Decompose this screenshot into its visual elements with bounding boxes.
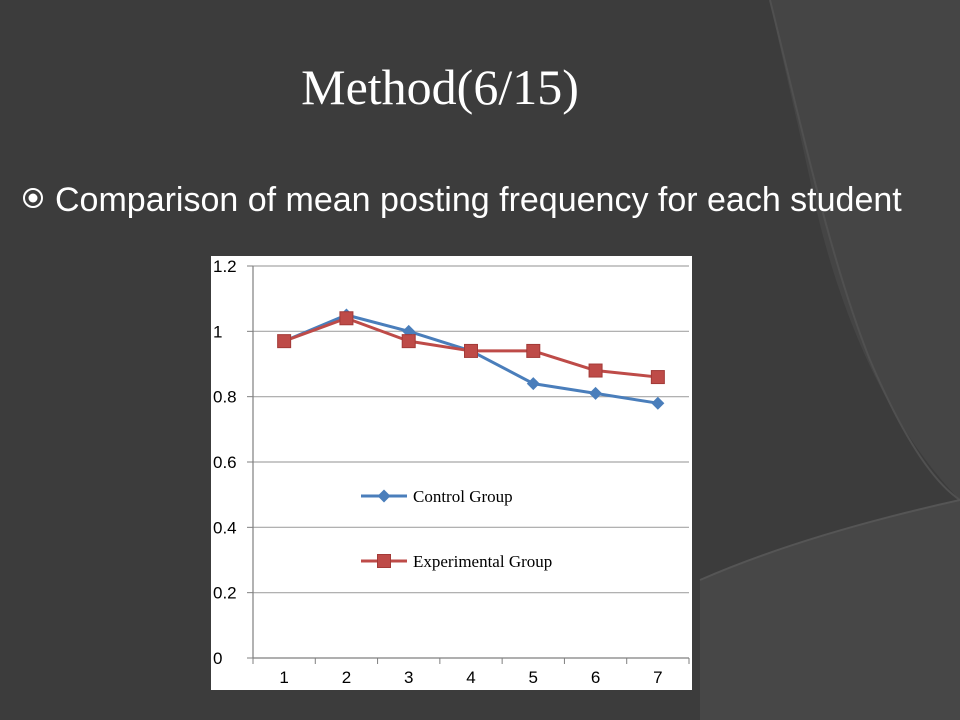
series-line-1 xyxy=(283,313,659,405)
legend-marker xyxy=(377,554,391,568)
x-tick-label: 6 xyxy=(591,668,600,687)
data-point xyxy=(401,334,416,349)
data-point xyxy=(650,370,665,385)
line-chart: 0 0.2 0.4 0.6 0.8 1 1.2 1 2 3 4 5 6 7 Control Group Exp… xyxy=(211,256,692,690)
legend-marker xyxy=(377,489,391,503)
y-tick-label: 1 xyxy=(213,322,222,341)
chart-canvas: 0 0.2 0.4 0.6 0.8 1 1.2 1 2 3 4 5 6 7 Control Group Exp… xyxy=(213,257,690,687)
legend-entry: Control Group xyxy=(413,487,513,506)
data-point xyxy=(526,343,541,358)
y-tick-label: 0 xyxy=(213,649,222,668)
y-tick-label: 1.2 xyxy=(213,257,237,276)
y-tick-label: 0.2 xyxy=(213,584,237,603)
data-point xyxy=(651,396,665,410)
x-tick-label: 5 xyxy=(529,668,538,687)
data-point xyxy=(526,377,540,391)
slide-title: Method(6/15) xyxy=(301,59,579,115)
y-tick-label: 0.8 xyxy=(213,388,237,407)
x-tick-label: 4 xyxy=(466,668,475,687)
circled-dot-icon xyxy=(23,188,43,208)
x-tick-label: 7 xyxy=(653,668,662,687)
x-tick-label: 1 xyxy=(279,668,288,687)
data-point xyxy=(464,343,478,358)
data-point xyxy=(588,363,603,378)
bullet-text: Comparison of mean posting frequency for… xyxy=(55,181,902,219)
y-tick-label: 0.6 xyxy=(213,453,237,472)
data-point xyxy=(589,386,603,400)
data-point xyxy=(339,311,354,326)
legend-entry: Experimental Group xyxy=(413,552,552,571)
data-point xyxy=(277,334,292,349)
y-tick-label: 0.4 xyxy=(213,518,237,537)
x-tick-label: 2 xyxy=(342,668,351,687)
x-tick-label: 3 xyxy=(404,668,413,687)
